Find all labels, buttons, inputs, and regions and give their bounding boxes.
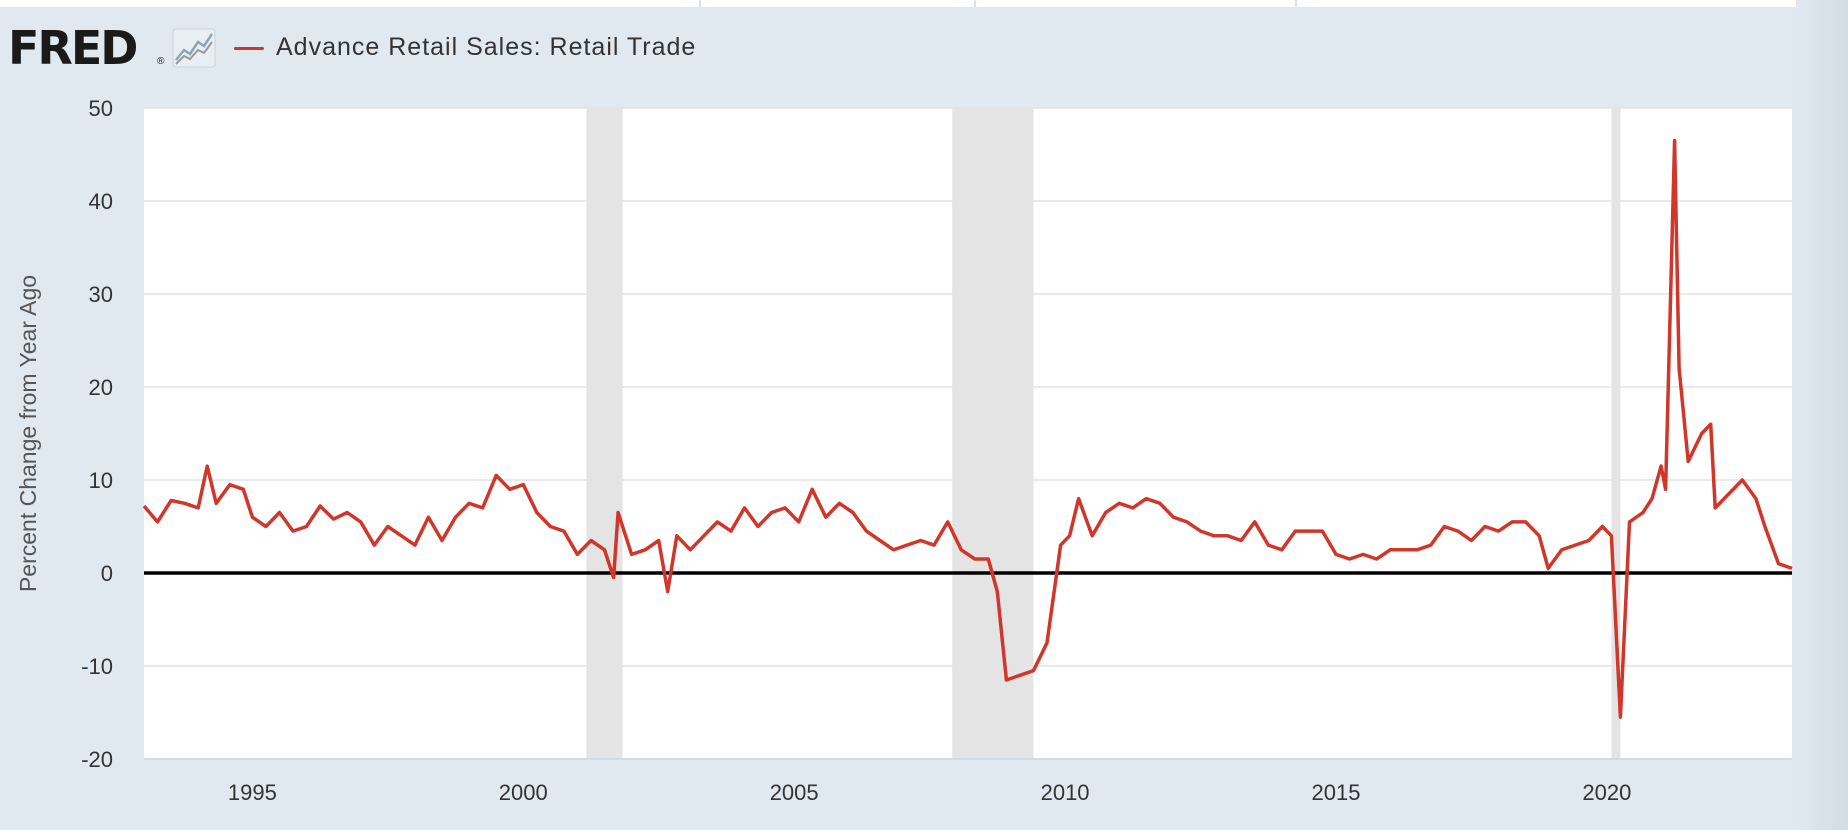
- x-tick-label: 2005: [770, 780, 819, 805]
- registered-mark: ®: [157, 56, 165, 67]
- recession-band-1: [952, 108, 1034, 759]
- series-line-retail-sales[interactable]: [142, 138, 1793, 719]
- fred-logo[interactable]: FRED: [8, 21, 138, 75]
- x-tick-label: 2015: [1312, 780, 1361, 805]
- y-tick-label: 50: [89, 96, 113, 121]
- y-tick-label: 30: [89, 282, 113, 307]
- top-dividers: [0, 0, 1848, 7]
- x-tick-label: 2000: [499, 780, 548, 805]
- chart-header: FRED ® Advance Retail Sales: Retail Trad…: [0, 0, 1848, 100]
- line-chart-icon: [172, 28, 216, 68]
- x-tick-label: 1995: [228, 780, 277, 805]
- y-axis-label: Percent Change from Year Ago: [15, 275, 41, 592]
- x-tick-label: 2010: [1041, 780, 1090, 805]
- recession-shading: [586, 108, 1621, 759]
- legend-swatch: [234, 47, 264, 50]
- y-tick-label: 40: [89, 189, 113, 214]
- y-tick-label: 10: [89, 468, 113, 493]
- y-tick-label: -20: [81, 747, 113, 772]
- recession-band-0: [586, 108, 623, 759]
- y-tick-label: 0: [101, 561, 113, 586]
- right-scroll-strip: [1796, 0, 1848, 830]
- x-axis-ticks: 1995 2000 2005 2010 2015 2020: [228, 780, 1631, 805]
- y-tick-label: 20: [89, 375, 113, 400]
- x-tick-label: 2020: [1582, 780, 1631, 805]
- recession-band-2: [1611, 108, 1621, 759]
- y-axis-ticks: 50 40 30 20 10 0 -10 -20: [81, 96, 113, 772]
- y-tick-label: -10: [81, 654, 113, 679]
- legend-series-label[interactable]: Advance Retail Sales: Retail Trade: [276, 33, 697, 61]
